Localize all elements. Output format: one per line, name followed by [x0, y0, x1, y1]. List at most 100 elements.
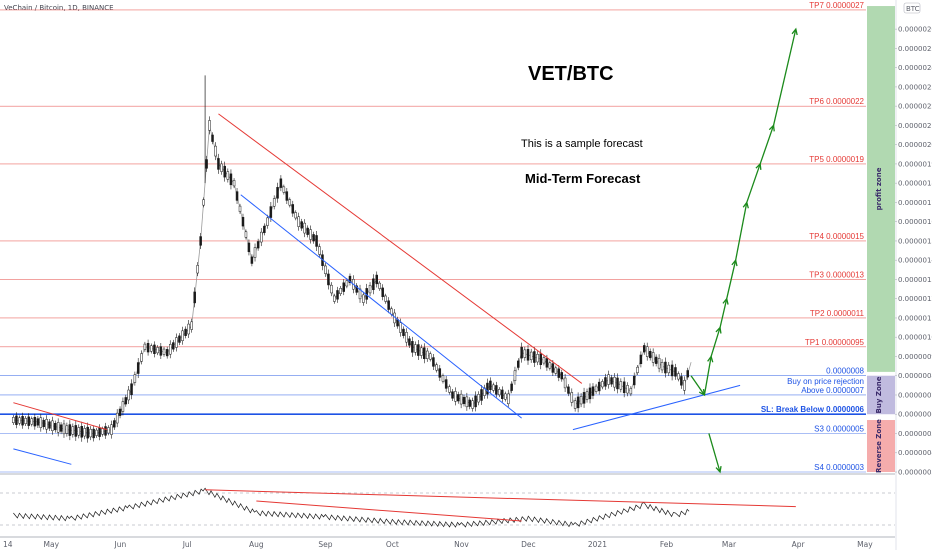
annotations: VET/BTC This is a sample forecast Mid-Te… — [521, 63, 643, 186]
price-tick-label: 0.0000026000 — [898, 26, 932, 34]
candle-body — [190, 321, 193, 330]
trendline-descending-resistance — [218, 113, 583, 384]
candle-body — [36, 418, 40, 426]
candle-body — [24, 417, 27, 424]
forecast-arrow-shaft — [690, 375, 705, 396]
candle-body — [193, 291, 196, 304]
candle-body — [315, 235, 318, 247]
candle-body — [560, 372, 564, 380]
candle-body — [554, 367, 558, 374]
candle-body — [279, 178, 283, 188]
trendline-early-support — [13, 448, 72, 465]
candle-body — [175, 337, 178, 348]
subtitle: This is a sample forecast — [521, 138, 643, 150]
candle-body — [362, 294, 365, 303]
candle-body — [229, 173, 233, 186]
price-tick-label: 0.0000022000 — [898, 103, 932, 111]
forecast-arrow-shaft — [746, 163, 761, 203]
price-tick-label: 0.0000006000 — [898, 411, 932, 419]
candle-body — [312, 234, 315, 242]
levels-layer: TP7 0.0000027 TP6 0.0000022 TP5 0.0000019 T… — [0, 1, 866, 473]
candle-body — [18, 417, 21, 424]
candle-body — [12, 417, 15, 424]
candle-body — [573, 400, 577, 409]
candle-body — [107, 427, 110, 434]
candle-body — [250, 256, 254, 264]
candle-body — [636, 366, 639, 373]
candle-body — [150, 345, 153, 352]
candle-body — [303, 222, 306, 234]
candle-body — [680, 376, 683, 386]
candle-body — [626, 385, 629, 394]
candle-body — [428, 353, 432, 360]
trendlines-layer — [13, 113, 741, 465]
symbol-title: VeChain / Bitcoin, 1D, BINANCE — [4, 4, 114, 12]
level-label: Above 0.0000007 — [801, 386, 864, 395]
candle-body — [489, 380, 492, 391]
rsi-trendline — [205, 489, 796, 508]
candle-body — [235, 191, 239, 201]
price-axis-bg — [896, 0, 932, 550]
candle-body — [30, 418, 34, 425]
candle-body — [601, 381, 604, 388]
candle-body — [613, 376, 616, 388]
candle-body — [110, 424, 113, 435]
candle-body — [507, 393, 510, 405]
candle-body — [375, 274, 378, 285]
candle-body — [402, 328, 405, 336]
candle-body — [674, 367, 677, 377]
candle-body — [686, 370, 689, 378]
time-tick-label: Oct — [386, 540, 399, 549]
time-tick-label: May — [857, 540, 873, 549]
candle-body — [306, 227, 309, 235]
candle-body — [510, 383, 513, 391]
candle-body — [146, 343, 150, 353]
candle-body — [104, 426, 107, 436]
candle-body — [140, 353, 143, 362]
price-tick-label: 0.0000017000 — [898, 199, 932, 207]
candle-body — [181, 330, 184, 341]
candle-body — [98, 427, 101, 437]
candle-body — [68, 424, 72, 436]
candle-body — [622, 381, 626, 394]
candle-body — [156, 347, 159, 354]
candle-body — [582, 392, 586, 404]
candle-body — [390, 308, 393, 315]
forecast-arrow-shaft — [710, 327, 721, 357]
candle-body — [199, 236, 202, 246]
candle-body — [336, 290, 339, 300]
candle-body — [551, 363, 555, 373]
candle-body — [285, 191, 289, 201]
candle-body — [133, 374, 137, 383]
candle-body — [405, 332, 408, 343]
currency-badge[interactable]: BTC — [903, 2, 921, 14]
candle-body — [62, 423, 66, 435]
candle-body — [448, 386, 451, 393]
candle-body — [238, 205, 242, 212]
candle-body — [136, 362, 140, 374]
candle-body — [162, 348, 166, 355]
candle-body — [498, 389, 501, 396]
candle-body — [74, 425, 78, 437]
candle-body — [548, 362, 552, 369]
candle-body — [263, 225, 266, 233]
candle-body — [56, 422, 60, 433]
candle-body — [256, 241, 260, 249]
candle-body — [387, 300, 390, 310]
candle-body — [372, 278, 375, 291]
level-label: TP4 0.0000015 — [809, 232, 864, 241]
candle-body — [178, 335, 181, 343]
time-axis[interactable]: 14 May Jun Jul Aug Sep Oct Nov Dec 2021 Feb Mar Apr M… — [3, 540, 873, 549]
candle-body — [570, 392, 574, 403]
price-tick-label: 0.0000023000 — [898, 83, 932, 91]
candle-body — [309, 229, 312, 240]
candle-body — [619, 381, 623, 390]
candle-body — [486, 382, 489, 395]
candle-body — [457, 394, 460, 402]
price-tick-label: 0.0000018000 — [898, 180, 932, 188]
candle-body — [339, 288, 342, 295]
zones-layer: profit zone Buy Zone Reverse Zone — [867, 6, 895, 473]
candle-body — [426, 350, 429, 359]
